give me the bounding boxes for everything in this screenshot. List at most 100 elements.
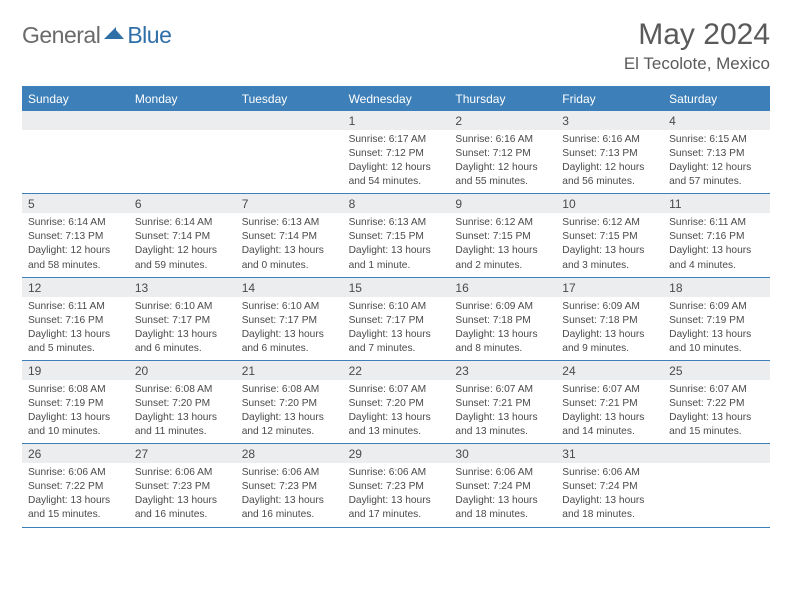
location-label: El Tecolote, Mexico xyxy=(624,54,770,74)
day-cell: 31Sunrise: 6:06 AMSunset: 7:24 PMDayligh… xyxy=(556,444,663,526)
daylight-text: Daylight: 13 hours and 7 minutes. xyxy=(349,328,444,356)
day-number: 14 xyxy=(236,278,343,297)
sunrise-text: Sunrise: 6:11 AM xyxy=(669,216,764,230)
day-header: Tuesday xyxy=(236,88,343,111)
day-details: Sunrise: 6:08 AMSunset: 7:20 PMDaylight:… xyxy=(236,380,343,443)
day-number: 5 xyxy=(22,194,129,213)
month-title: May 2024 xyxy=(624,18,770,52)
daylight-text: Daylight: 12 hours and 54 minutes. xyxy=(349,161,444,189)
day-cell: 28Sunrise: 6:06 AMSunset: 7:23 PMDayligh… xyxy=(236,444,343,526)
day-cell: 29Sunrise: 6:06 AMSunset: 7:23 PMDayligh… xyxy=(343,444,450,526)
day-details: Sunrise: 6:17 AMSunset: 7:12 PMDaylight:… xyxy=(343,130,450,193)
day-details: Sunrise: 6:10 AMSunset: 7:17 PMDaylight:… xyxy=(129,297,236,360)
empty-cell xyxy=(236,111,343,193)
day-number: 13 xyxy=(129,278,236,297)
day-cell: 6Sunrise: 6:14 AMSunset: 7:14 PMDaylight… xyxy=(129,194,236,276)
day-number: 24 xyxy=(556,361,663,380)
sunrise-text: Sunrise: 6:13 AM xyxy=(349,216,444,230)
day-number: 17 xyxy=(556,278,663,297)
day-details: Sunrise: 6:14 AMSunset: 7:14 PMDaylight:… xyxy=(129,213,236,276)
day-number: 31 xyxy=(556,444,663,463)
day-header: Thursday xyxy=(449,88,556,111)
sunrise-text: Sunrise: 6:12 AM xyxy=(455,216,550,230)
day-header: Wednesday xyxy=(343,88,450,111)
daylight-text: Daylight: 13 hours and 17 minutes. xyxy=(349,494,444,522)
sunrise-text: Sunrise: 6:07 AM xyxy=(562,383,657,397)
daylight-text: Daylight: 13 hours and 2 minutes. xyxy=(455,244,550,272)
sunrise-text: Sunrise: 6:09 AM xyxy=(455,300,550,314)
day-details: Sunrise: 6:06 AMSunset: 7:22 PMDaylight:… xyxy=(22,463,129,526)
day-number: 6 xyxy=(129,194,236,213)
daylight-text: Daylight: 13 hours and 9 minutes. xyxy=(562,328,657,356)
day-number-empty xyxy=(663,444,770,463)
sunrise-text: Sunrise: 6:06 AM xyxy=(349,466,444,480)
week-row: 26Sunrise: 6:06 AMSunset: 7:22 PMDayligh… xyxy=(22,444,770,527)
sunset-text: Sunset: 7:19 PM xyxy=(669,314,764,328)
sunrise-text: Sunrise: 6:07 AM xyxy=(455,383,550,397)
daylight-text: Daylight: 13 hours and 8 minutes. xyxy=(455,328,550,356)
day-number: 28 xyxy=(236,444,343,463)
day-number: 10 xyxy=(556,194,663,213)
daylight-text: Daylight: 13 hours and 6 minutes. xyxy=(242,328,337,356)
day-cell: 19Sunrise: 6:08 AMSunset: 7:19 PMDayligh… xyxy=(22,361,129,443)
daylight-text: Daylight: 13 hours and 1 minute. xyxy=(349,244,444,272)
day-details: Sunrise: 6:08 AMSunset: 7:20 PMDaylight:… xyxy=(129,380,236,443)
sunset-text: Sunset: 7:18 PM xyxy=(455,314,550,328)
sunrise-text: Sunrise: 6:09 AM xyxy=(562,300,657,314)
sunset-text: Sunset: 7:23 PM xyxy=(135,480,230,494)
sunset-text: Sunset: 7:22 PM xyxy=(28,480,123,494)
sunset-text: Sunset: 7:20 PM xyxy=(242,397,337,411)
day-number: 15 xyxy=(343,278,450,297)
day-details: Sunrise: 6:16 AMSunset: 7:13 PMDaylight:… xyxy=(556,130,663,193)
day-number: 18 xyxy=(663,278,770,297)
day-details: Sunrise: 6:06 AMSunset: 7:24 PMDaylight:… xyxy=(556,463,663,526)
day-cell: 10Sunrise: 6:12 AMSunset: 7:15 PMDayligh… xyxy=(556,194,663,276)
sunrise-text: Sunrise: 6:10 AM xyxy=(135,300,230,314)
day-number: 20 xyxy=(129,361,236,380)
day-header-row: SundayMondayTuesdayWednesdayThursdayFrid… xyxy=(22,88,770,111)
day-cell: 27Sunrise: 6:06 AMSunset: 7:23 PMDayligh… xyxy=(129,444,236,526)
day-details: Sunrise: 6:13 AMSunset: 7:14 PMDaylight:… xyxy=(236,213,343,276)
day-header: Saturday xyxy=(663,88,770,111)
weeks-container: 1Sunrise: 6:17 AMSunset: 7:12 PMDaylight… xyxy=(22,111,770,528)
sunrise-text: Sunrise: 6:14 AM xyxy=(28,216,123,230)
daylight-text: Daylight: 13 hours and 15 minutes. xyxy=(669,411,764,439)
day-number: 1 xyxy=(343,111,450,130)
day-cell: 2Sunrise: 6:16 AMSunset: 7:12 PMDaylight… xyxy=(449,111,556,193)
sunset-text: Sunset: 7:23 PM xyxy=(349,480,444,494)
daylight-text: Daylight: 13 hours and 15 minutes. xyxy=(28,494,123,522)
page-header: General Blue May 2024 El Tecolote, Mexic… xyxy=(0,0,792,80)
day-details: Sunrise: 6:12 AMSunset: 7:15 PMDaylight:… xyxy=(556,213,663,276)
day-header: Sunday xyxy=(22,88,129,111)
day-number: 22 xyxy=(343,361,450,380)
sunrise-text: Sunrise: 6:06 AM xyxy=(455,466,550,480)
daylight-text: Daylight: 13 hours and 5 minutes. xyxy=(28,328,123,356)
sunrise-text: Sunrise: 6:15 AM xyxy=(669,133,764,147)
sunrise-text: Sunrise: 6:07 AM xyxy=(669,383,764,397)
sunrise-text: Sunrise: 6:08 AM xyxy=(135,383,230,397)
day-details: Sunrise: 6:06 AMSunset: 7:23 PMDaylight:… xyxy=(129,463,236,526)
sunrise-text: Sunrise: 6:10 AM xyxy=(242,300,337,314)
daylight-text: Daylight: 13 hours and 16 minutes. xyxy=(242,494,337,522)
daylight-text: Daylight: 12 hours and 59 minutes. xyxy=(135,244,230,272)
sunrise-text: Sunrise: 6:06 AM xyxy=(28,466,123,480)
empty-cell xyxy=(663,444,770,526)
day-cell: 15Sunrise: 6:10 AMSunset: 7:17 PMDayligh… xyxy=(343,278,450,360)
sunrise-text: Sunrise: 6:08 AM xyxy=(28,383,123,397)
week-row: 1Sunrise: 6:17 AMSunset: 7:12 PMDaylight… xyxy=(22,111,770,194)
day-number: 2 xyxy=(449,111,556,130)
day-details: Sunrise: 6:13 AMSunset: 7:15 PMDaylight:… xyxy=(343,213,450,276)
daylight-text: Daylight: 13 hours and 4 minutes. xyxy=(669,244,764,272)
day-cell: 8Sunrise: 6:13 AMSunset: 7:15 PMDaylight… xyxy=(343,194,450,276)
daylight-text: Daylight: 12 hours and 55 minutes. xyxy=(455,161,550,189)
day-cell: 18Sunrise: 6:09 AMSunset: 7:19 PMDayligh… xyxy=(663,278,770,360)
day-details: Sunrise: 6:15 AMSunset: 7:13 PMDaylight:… xyxy=(663,130,770,193)
day-header: Monday xyxy=(129,88,236,111)
day-cell: 17Sunrise: 6:09 AMSunset: 7:18 PMDayligh… xyxy=(556,278,663,360)
empty-cell xyxy=(22,111,129,193)
sunrise-text: Sunrise: 6:09 AM xyxy=(669,300,764,314)
day-details: Sunrise: 6:06 AMSunset: 7:23 PMDaylight:… xyxy=(343,463,450,526)
sunrise-text: Sunrise: 6:13 AM xyxy=(242,216,337,230)
day-cell: 1Sunrise: 6:17 AMSunset: 7:12 PMDaylight… xyxy=(343,111,450,193)
day-details: Sunrise: 6:08 AMSunset: 7:19 PMDaylight:… xyxy=(22,380,129,443)
